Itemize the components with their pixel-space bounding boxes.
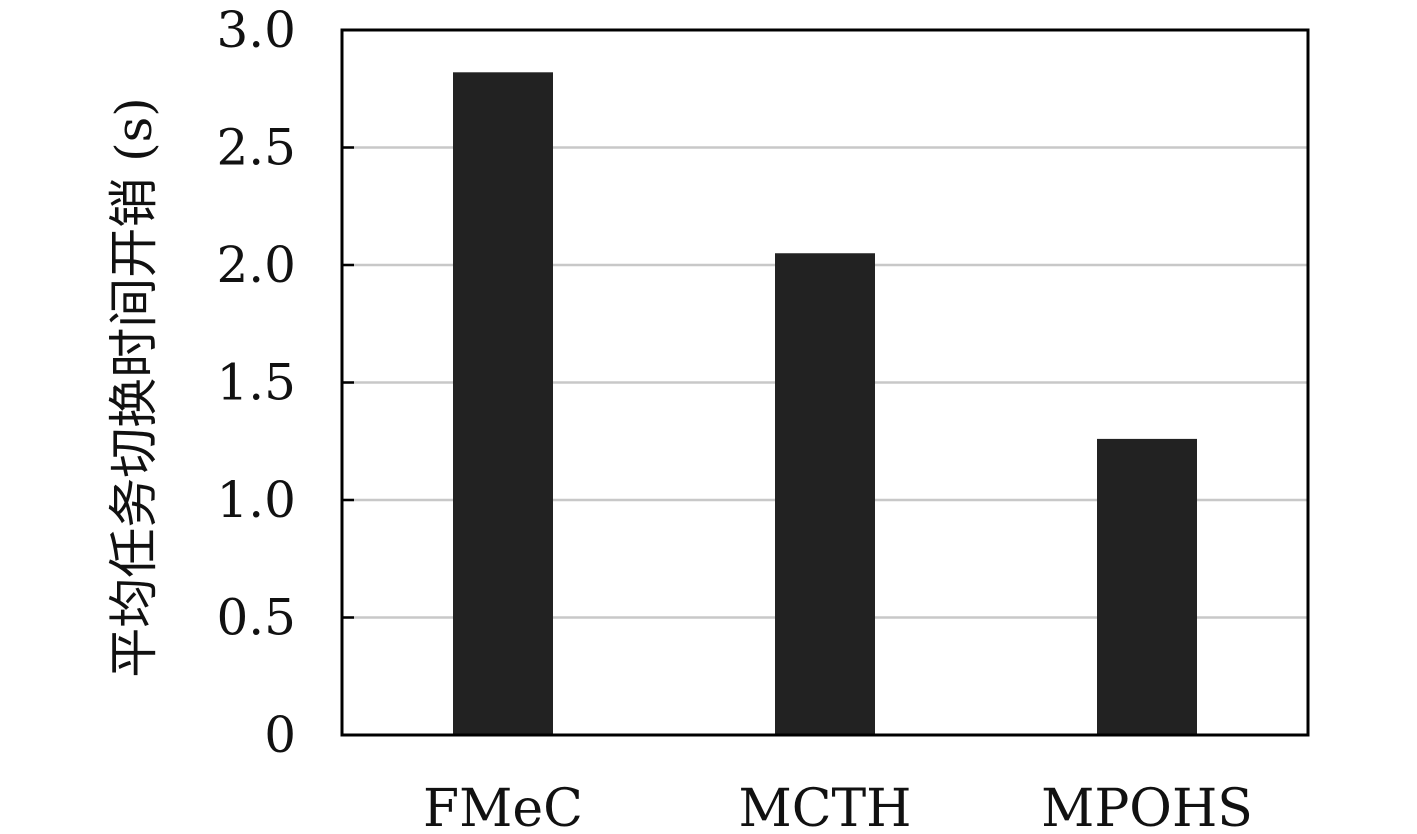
- x-tick-label: MPOHS: [1041, 779, 1253, 834]
- bar-fmec: [453, 72, 553, 736]
- bars: [453, 72, 1197, 736]
- y-tick-label: 1.0: [216, 471, 296, 529]
- y-tick-label: 0: [264, 706, 296, 764]
- y-tick-label: 1.5: [216, 354, 296, 412]
- x-axis-labels: FMeC MCTH MPOHS: [423, 779, 1253, 834]
- x-tick-label: MCTH: [738, 779, 911, 834]
- y-tick-label: 2.5: [216, 119, 296, 177]
- bar-mcth: [775, 253, 875, 735]
- x-tick-label: FMeC: [423, 779, 583, 834]
- y-axis-title: 平均任务切换时间开销 (s): [105, 97, 163, 678]
- bar-mpohs: [1097, 438, 1197, 735]
- y-tick-label: 3.0: [216, 1, 296, 59]
- y-axis-ticks: 0 0.5 1.0 1.5 2.0 2.5 3.0: [216, 1, 354, 764]
- y-tick-label: 2.0: [216, 236, 296, 294]
- y-tick-label: 0.5: [216, 589, 296, 647]
